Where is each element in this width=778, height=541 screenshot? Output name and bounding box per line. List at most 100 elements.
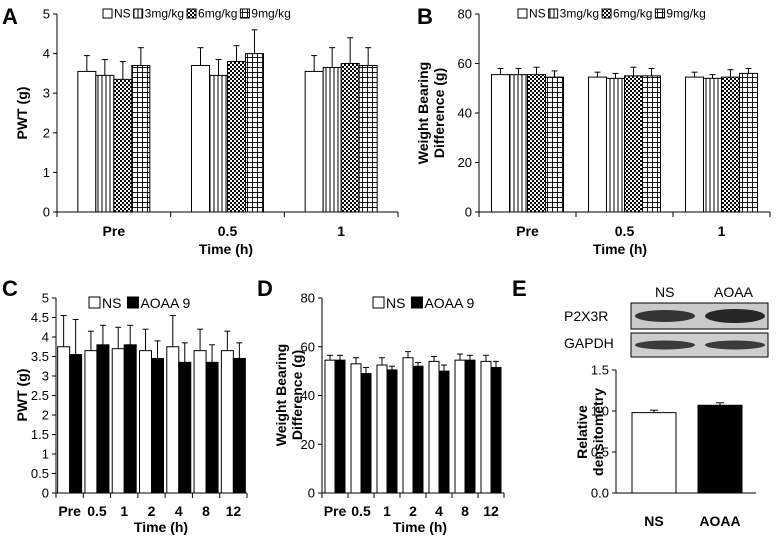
legend-entry-a: 3mg/kg [145, 7, 184, 21]
legend-entry-b: 6mg/kg [613, 7, 652, 21]
legend-swatch-c [88, 296, 101, 309]
x-axis-label-c: Time (h) [134, 519, 188, 535]
bar-d [386, 369, 398, 494]
x-tick-label-a: Pre [103, 223, 126, 239]
y-tick-label-c: 0 [42, 486, 49, 501]
legend-swatch-b [654, 8, 665, 19]
x-tick-label-d: 8 [461, 503, 469, 519]
bar-c [220, 350, 234, 494]
legend-swatch-b [517, 8, 528, 19]
y-tick-label-b: 0 [465, 205, 472, 220]
legend-swatch-d [410, 296, 423, 309]
bar-c [151, 357, 164, 494]
y-tick-label-c: 4.5 [31, 310, 49, 325]
y-axis-label-line-d: Difference (g) [289, 350, 305, 440]
blot-lane-label-aoaa: AOAA [714, 284, 754, 300]
panel-letter-a: A [2, 4, 18, 29]
bar-b [527, 74, 546, 213]
y-tick-label-c: 0.5 [31, 466, 49, 481]
bar-c [84, 350, 98, 494]
y-tick-label-a: 2 [43, 125, 50, 140]
y-tick-label-d: 80 [301, 291, 315, 306]
y-tick-label-e: 1.0 [591, 404, 609, 419]
x-tick-label-c: 1 [120, 503, 128, 519]
bar-c [205, 361, 219, 494]
bar-d [334, 359, 346, 494]
x-tick-label-c: 2 [148, 503, 156, 519]
legend-swatch-b [548, 8, 559, 19]
bar-d [412, 365, 424, 494]
bar-b [739, 72, 758, 213]
bar-a [304, 70, 324, 213]
bar-d [360, 373, 372, 494]
y-axis-label-c: PWT (g) [14, 369, 30, 422]
y-tick-label-c: 2.5 [31, 388, 49, 403]
legend-swatch-d [372, 296, 385, 309]
x-tick-label-b: 0.5 [615, 223, 635, 239]
x-tick-label-d: 12 [483, 503, 499, 519]
bar-a [113, 78, 133, 213]
bar-c [193, 350, 207, 494]
x-tick-label-d: 4 [435, 503, 443, 519]
x-tick-label-d: Pre [324, 503, 347, 519]
bar-e [631, 412, 677, 494]
blot-lane-label-ns: NS [655, 284, 674, 300]
x-tick-label-c: 0.5 [87, 503, 107, 519]
legend-entry-d: AOAA 9 [424, 295, 474, 311]
x-tick-label-c: Pre [58, 503, 81, 519]
bar-b [703, 77, 722, 213]
legend-entry-a: 6mg/kg [198, 7, 237, 21]
y-tick-label-a: 3 [43, 86, 50, 101]
y-tick-label-b: 40 [458, 106, 472, 121]
y-tick-label-c: 3 [42, 369, 49, 384]
x-tick-label-d: 0.5 [351, 503, 371, 519]
y-axis-label-line-e: densitometry [590, 388, 606, 476]
bar-d [350, 363, 362, 494]
chart-panel-a: 0 1 2 3 4 5 Pre 0.5 1 PWT (g) Time (h) NS 3mg/kg 6mg/… [14, 7, 399, 257]
bar-a [245, 53, 264, 213]
y-tick-label-c: 5 [42, 291, 49, 306]
bar-d [428, 360, 440, 494]
bar-d [490, 366, 502, 494]
bar-d [376, 364, 388, 494]
y-axis-label-line-b: Weight Bearing [415, 62, 431, 164]
y-tick-label-a: 5 [43, 7, 50, 22]
bar-d [402, 357, 414, 494]
bar-a [131, 64, 151, 213]
y-axis-label-d: Weight BearingDifference (g) [273, 344, 305, 446]
y-tick-label-a: 4 [43, 46, 50, 61]
bar-b [509, 74, 528, 213]
legend-entry-d: NS [386, 295, 405, 311]
x-axis-label-b: Time (h) [593, 241, 647, 257]
bar-b [588, 76, 607, 213]
bar-c [57, 346, 71, 494]
bar-b [624, 75, 643, 213]
y-tick-label-d: 60 [301, 339, 315, 354]
y-tick-label-b: 20 [458, 155, 472, 170]
bar-a [227, 61, 246, 213]
legend-swatch-c [126, 296, 139, 309]
bar-e [697, 404, 743, 494]
legend-swatch-a [239, 8, 250, 19]
x-tick-label-b: 1 [718, 223, 726, 239]
panel-letter-d: D [257, 276, 273, 301]
panel-letter-b: B [417, 4, 433, 29]
y-tick-label-a: 0 [43, 205, 50, 220]
bar-d [324, 359, 336, 494]
blot-band-gapdh-aoaa [705, 340, 765, 350]
bar-c [166, 346, 180, 494]
blot-band-p2x3r-aoaa [705, 309, 765, 323]
legend-swatch-a [102, 8, 113, 19]
bar-b [642, 75, 661, 213]
y-tick-label-e: 0.5 [591, 445, 609, 460]
bar-a [322, 66, 342, 213]
legend-entry-c: AOAA 9 [140, 295, 190, 311]
x-tick-label-e: NS [644, 513, 663, 529]
x-tick-label-d: 1 [383, 503, 391, 519]
y-tick-label-e: 0.0 [591, 486, 609, 501]
panel-letter-c: C [2, 276, 18, 301]
bar-d [464, 359, 476, 494]
